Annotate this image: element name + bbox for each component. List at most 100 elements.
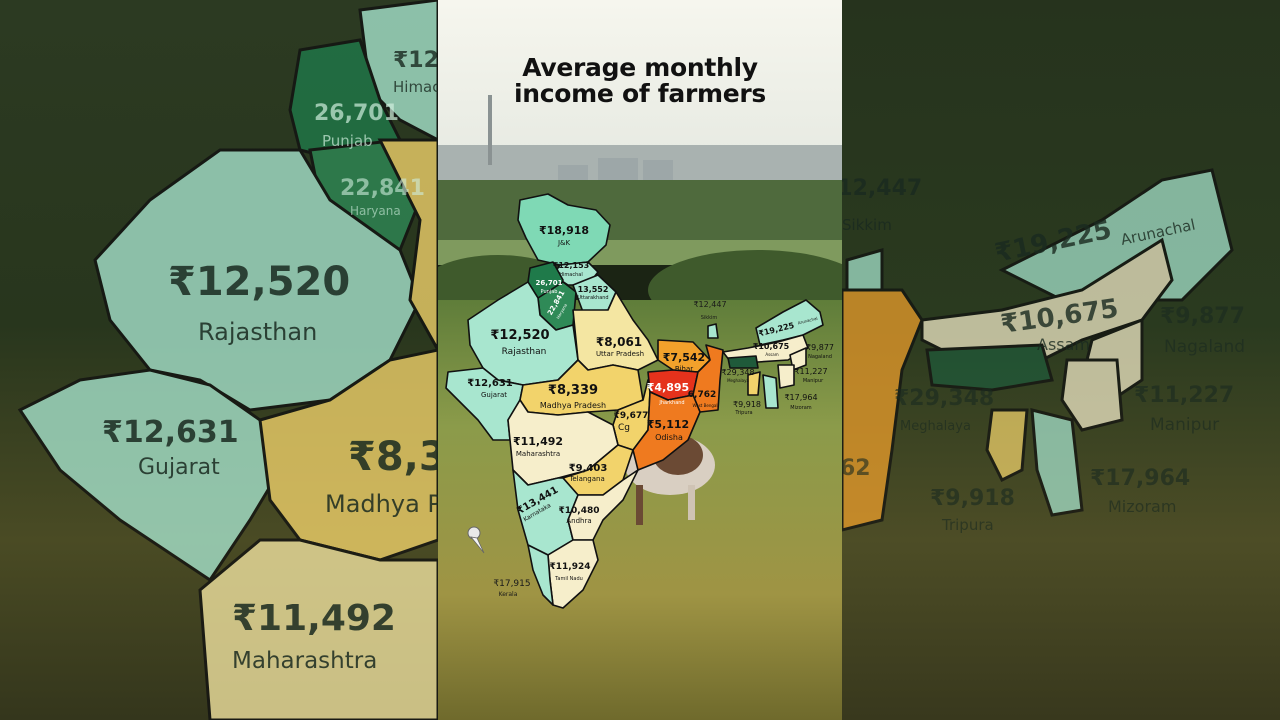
svg-text:₹12,1: ₹12,1	[393, 48, 438, 73]
label-himachal-name: Himachal	[559, 272, 582, 278]
svg-text:Gujarat: Gujarat	[138, 455, 220, 480]
label-gujarat-value: ₹12,631	[467, 378, 513, 389]
svg-text:Haryana: Haryana	[350, 204, 401, 218]
label-wb-name: West Bengal	[693, 403, 718, 408]
label-punjab-value: 26,701	[535, 279, 562, 287]
label-andhra-value: ₹10,480	[559, 506, 600, 516]
state-meghalaya[interactable]	[727, 355, 759, 369]
label-punjab-name: Punjab	[541, 289, 558, 295]
svg-text:Nagaland: Nagaland	[1164, 337, 1245, 357]
svg-text:22,841: 22,841	[340, 176, 425, 201]
svg-text:Madhya P: Madhya P	[325, 490, 438, 518]
right-zoom-map: ₹12,447 Sikkim ₹19,225 Arunachal ₹10,675…	[842, 0, 1280, 720]
label-rajasthan-name: Rajasthan	[502, 347, 547, 357]
label-nagaland-name: Nagaland	[808, 354, 832, 360]
map-pin-icon	[467, 526, 485, 554]
label-assam-value: ₹10,675	[753, 342, 790, 351]
svg-text:Tripura: Tripura	[941, 516, 994, 534]
svg-text:₹17,964: ₹17,964	[1090, 466, 1190, 491]
state-kerala[interactable]	[527, 544, 554, 606]
label-telangana-name: Telangana	[568, 475, 605, 483]
label-kerala-name: Kerala	[499, 591, 518, 598]
svg-text:₹12,520: ₹12,520	[168, 259, 350, 305]
svg-text:₹29,348: ₹29,348	[894, 386, 994, 411]
label-up-name: Uttar Pradesh	[596, 350, 644, 358]
state-odisha[interactable]	[632, 391, 701, 471]
title-line-2: income of farmers	[513, 79, 767, 108]
label-meghalaya-value: ₹29,348	[721, 368, 754, 377]
label-meghalaya-name: Meghalaya	[727, 378, 749, 383]
title-line-1: Average monthly	[522, 53, 758, 82]
state-wb[interactable]	[692, 344, 724, 413]
svg-text:26,701: 26,701	[314, 101, 399, 126]
label-andhra-name: Andhra	[566, 517, 591, 525]
label-arunachal-name: Arunachal	[797, 316, 818, 326]
svg-text:₹9,918: ₹9,918	[930, 486, 1015, 511]
label-tripura-name: Tripura	[734, 410, 752, 416]
distant-city	[438, 95, 842, 180]
label-jk-name: J&K	[557, 239, 571, 247]
label-cg-value: ₹9,677	[614, 411, 649, 421]
label-nagaland-value: ₹9,877	[806, 343, 834, 352]
label-manipur-value: ₹11,227	[794, 367, 827, 376]
label-maharashtra-value: ₹11,492	[513, 435, 563, 448]
label-mp-name: Madhya Pradesh	[540, 401, 606, 410]
sky	[438, 0, 842, 150]
label-telangana-value: ₹9,403	[569, 463, 608, 474]
svg-text:Punjab: Punjab	[322, 132, 373, 150]
svg-text:Assam: Assam	[1037, 335, 1090, 354]
label-maharashtra-name: Maharashtra	[516, 450, 560, 458]
state-tripura[interactable]	[747, 371, 761, 396]
label-jk-value: ₹18,918	[539, 224, 589, 237]
svg-text:62: 62	[842, 456, 871, 481]
label-tripura-value: ₹9,918	[733, 400, 761, 409]
left-zoomed-background: ₹12,1 Himac 26,701 Punjab 22,841 Haryana…	[0, 0, 438, 720]
label-mizoram-value: ₹17,964	[784, 393, 817, 402]
svg-text:Sikkim: Sikkim	[842, 216, 892, 234]
title-block: Average monthly income of farmers	[438, 55, 842, 107]
label-bihar-name: Bihar	[675, 365, 693, 373]
left-zoom-map: ₹12,1 Himac 26,701 Punjab 22,841 Haryana…	[0, 0, 438, 720]
svg-text:Himac: Himac	[393, 78, 438, 96]
label-gujarat-name: Gujarat	[481, 391, 507, 399]
svg-text:₹8,3: ₹8,3	[348, 434, 438, 480]
label-himachal-value: ₹12,153	[553, 261, 589, 270]
label-wb-value: 6,762	[688, 390, 716, 400]
state-andhra[interactable]	[567, 469, 639, 541]
label-assam-name: Assam	[765, 352, 778, 357]
label-kerala-value: ₹17,915	[493, 579, 530, 589]
india-map	[445, 193, 824, 609]
right-zoomed-background: ₹12,447 Sikkim ₹19,225 Arunachal ₹10,675…	[842, 0, 1280, 720]
label-up-value: ₹8,061	[596, 335, 642, 349]
label-cg-name: Cg	[618, 423, 630, 433]
state-manipur[interactable]	[777, 364, 795, 389]
svg-text:Maharashtra: Maharashtra	[232, 648, 377, 674]
label-mizoram-name: Mizoram	[790, 405, 812, 411]
map-scene: ₹18,918 J&K ₹12,153 Himachal 26,701 Punj…	[438, 0, 842, 720]
state-sikkim[interactable]	[707, 323, 719, 339]
label-sikkim-name: Sikkim	[701, 315, 718, 321]
label-tamilnadu-value: ₹11,924	[550, 562, 591, 572]
state-jk[interactable]	[517, 193, 611, 266]
svg-text:Manipur: Manipur	[1150, 415, 1219, 435]
svg-text:₹11,227: ₹11,227	[1134, 383, 1234, 408]
tree-line	[438, 180, 842, 250]
label-odisha-value: ₹5,112	[647, 418, 689, 431]
state-mizoram[interactable]	[762, 374, 779, 409]
label-jharkhand-value: ₹4,895	[647, 381, 689, 394]
label-mp-value: ₹8,339	[548, 383, 598, 398]
label-uttarakhand-name: Uttarakhand	[577, 295, 608, 301]
svg-text:Meghalaya: Meghalaya	[900, 419, 971, 434]
center-panel: ₹18,918 J&K ₹12,153 Himachal 26,701 Punj…	[438, 0, 842, 720]
label-bihar-value: ₹7,542	[663, 351, 705, 364]
svg-text:₹12,631: ₹12,631	[102, 415, 239, 450]
label-rajasthan-value: ₹12,520	[490, 328, 549, 343]
label-sikkim-value: ₹12,447	[693, 300, 726, 309]
label-tamilnadu-name: Tamil Nadu	[554, 576, 583, 582]
svg-text:Mizoram: Mizoram	[1108, 497, 1176, 516]
label-jharkhand-name: Jharkhand	[658, 400, 684, 406]
svg-text:₹11,492: ₹11,492	[232, 598, 396, 639]
label-manipur-name: Manipur	[803, 378, 824, 384]
svg-text:₹9,877: ₹9,877	[1160, 304, 1245, 329]
